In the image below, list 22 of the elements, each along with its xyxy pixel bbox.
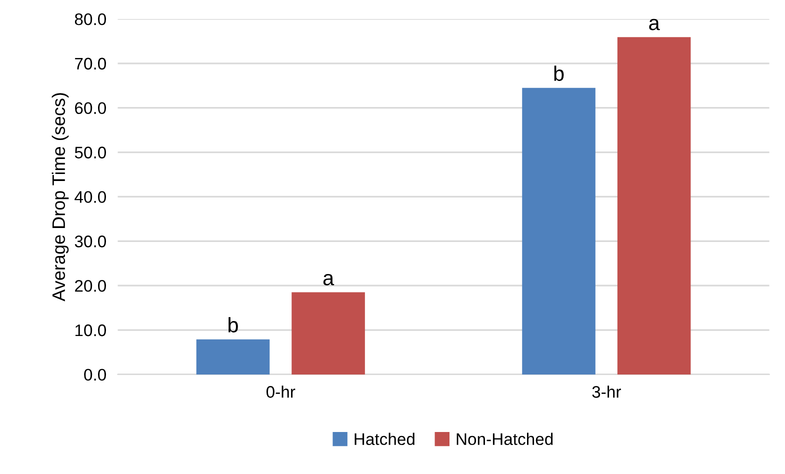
- y-tick-label: 80.0: [74, 13, 106, 26]
- y-tick-label: 60.0: [75, 102, 106, 114]
- y-tick-label: 30.0: [74, 236, 106, 248]
- y-tick-label: 0.0: [84, 368, 106, 381]
- y-tick-label: 10.0: [75, 324, 106, 336]
- data-label: b: [228, 317, 238, 332]
- data-label: b: [554, 66, 564, 81]
- y-tick-label: 20.0: [75, 280, 106, 292]
- bar: [196, 339, 270, 374]
- legend-label: Non-Hatched: [456, 432, 553, 446]
- x-tick-label: 0-hr: [266, 386, 296, 398]
- legend-label: Hatched: [354, 432, 414, 446]
- bar: [292, 292, 365, 374]
- x-tick-label: 3-hr: [592, 386, 621, 398]
- data-label: a: [323, 274, 334, 286]
- y-tick-label: 40.0: [74, 191, 106, 203]
- bar: [617, 37, 691, 374]
- y-tick-label: 50.0: [74, 146, 106, 158]
- y-tick-label: 70.0: [75, 58, 106, 70]
- y-axis-title: Average Drop Time (secs): [52, 93, 69, 302]
- bar: [522, 88, 596, 374]
- data-label: a: [649, 18, 660, 30]
